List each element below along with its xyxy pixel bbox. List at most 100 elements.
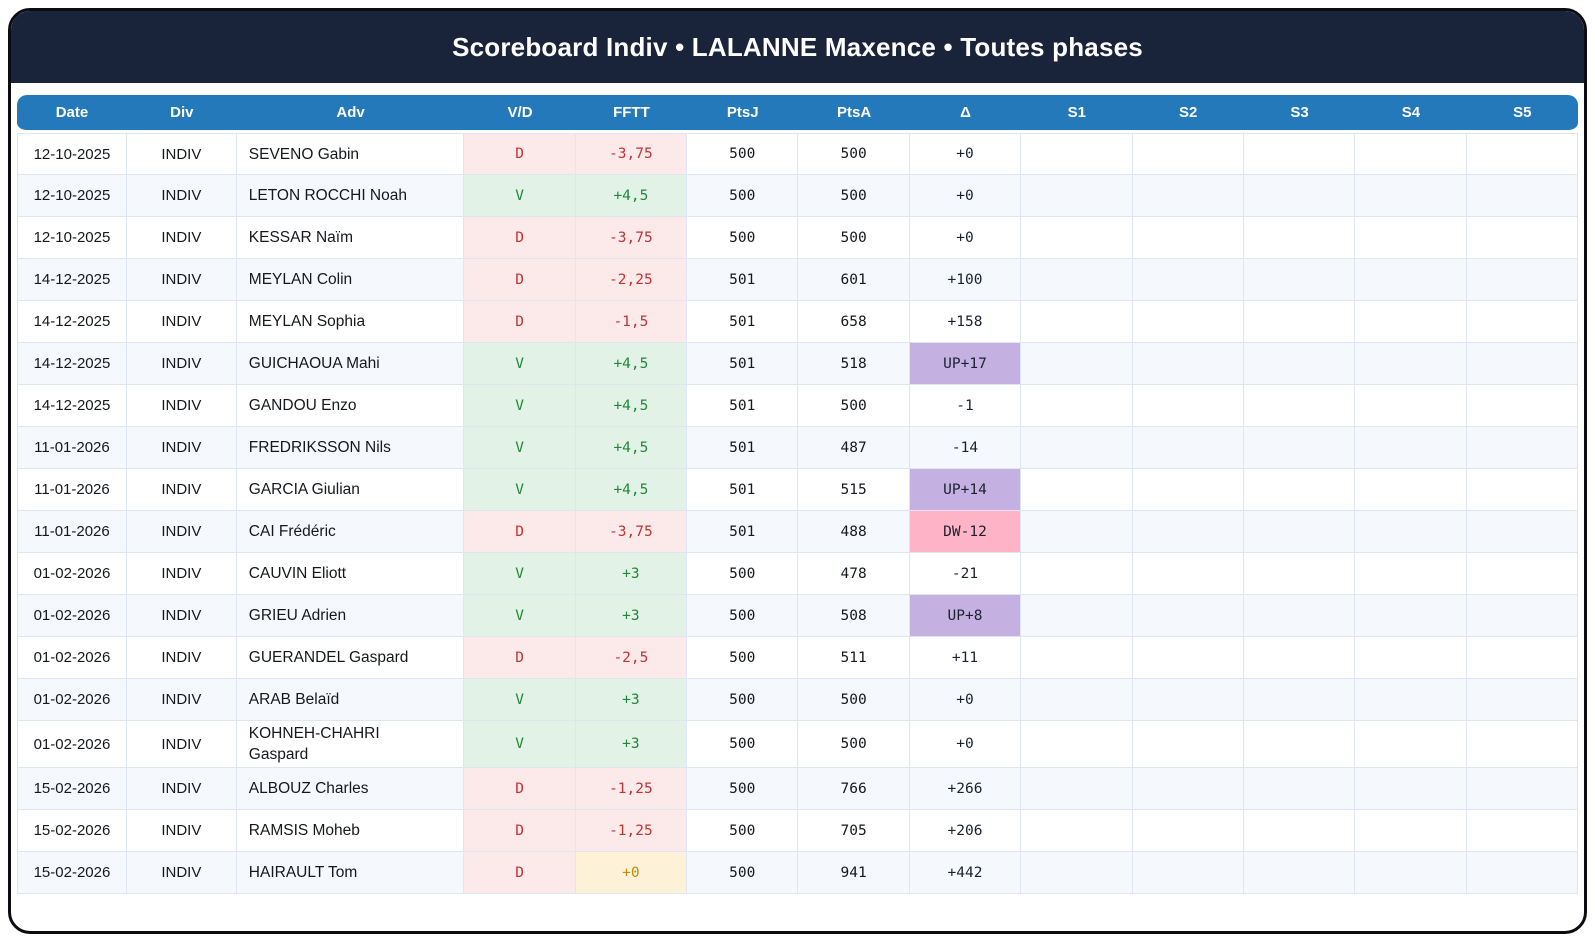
set4-cell [1355,511,1467,553]
set3-cell [1243,259,1356,301]
table-row: 15-02-2026 INDIV HAIRAULT Tom D +0 500 9… [17,852,1578,894]
vd-cell: V [464,469,576,511]
set5-cell [1466,259,1578,301]
ptsa-cell: 766 [798,768,910,810]
vd-cell: V [464,721,576,768]
set1-cell [1021,469,1133,511]
set1-cell [1021,133,1133,175]
delta-cell: UP+17 [909,343,1022,385]
adversary-cell: ALBOUZ Charles [236,768,465,810]
fftt-points-cell: +4,5 [575,175,688,217]
table-row: 01-02-2026 INDIV GRIEU Adrien V +3 500 5… [17,595,1578,637]
vd-cell: V [464,679,576,721]
fftt-points-cell: -2,25 [575,259,688,301]
adversary-cell: GRIEU Adrien [236,595,465,637]
fftt-points-cell: -1,25 [575,810,688,852]
adversary-cell: GANDOU Enzo [236,385,465,427]
ptsa-cell: 511 [798,637,910,679]
fftt-points-cell: -3,75 [575,511,688,553]
set3-cell [1243,343,1356,385]
ptsa-cell: 500 [798,721,910,768]
set1-cell [1021,301,1133,343]
set4-cell [1355,595,1467,637]
set4-cell [1355,637,1467,679]
vd-cell: D [464,810,576,852]
set5-cell [1466,721,1578,768]
ptsj-cell: 501 [687,385,799,427]
set3-cell [1243,511,1356,553]
date-cell: 15-02-2026 [17,852,127,894]
set1-cell [1021,343,1133,385]
table-row: 14-12-2025 INDIV MEYLAN Colin D -2,25 50… [17,259,1578,301]
vd-cell: V [464,385,576,427]
set2-cell [1132,768,1244,810]
set3-cell [1243,595,1356,637]
date-cell: 01-02-2026 [17,679,127,721]
ptsa-cell: 705 [798,810,910,852]
set1-cell [1021,810,1133,852]
set4-cell [1355,133,1467,175]
fftt-points-cell: +0 [575,852,688,894]
vd-cell: D [464,511,576,553]
division-cell: INDIV [126,768,237,810]
ptsa-cell: 478 [798,553,910,595]
set2-cell [1132,175,1244,217]
table-row: 01-02-2026 INDIV ARAB Belaïd V +3 500 50… [17,679,1578,721]
ptsj-cell: 500 [687,768,799,810]
set1-cell [1021,259,1133,301]
set5-cell [1466,217,1578,259]
score-table-body: 12-10-2025 INDIV SEVENO Gabin D -3,75 50… [17,133,1578,894]
ptsa-cell: 500 [798,385,910,427]
col-header-delta: Δ [909,95,1022,133]
date-cell: 14-12-2025 [17,301,127,343]
ptsj-cell: 500 [687,175,799,217]
date-cell: 11-01-2026 [17,511,127,553]
set1-cell [1021,427,1133,469]
set5-cell [1466,810,1578,852]
date-cell: 01-02-2026 [17,637,127,679]
set2-cell [1132,511,1244,553]
table-row: 12-10-2025 INDIV LETON ROCCHI Noah V +4,… [17,175,1578,217]
table-row: 12-10-2025 INDIV SEVENO Gabin D -3,75 50… [17,133,1578,175]
set5-cell [1466,343,1578,385]
date-cell: 11-01-2026 [17,427,127,469]
ptsj-cell: 500 [687,810,799,852]
date-cell: 14-12-2025 [17,259,127,301]
delta-cell: +266 [909,768,1022,810]
set2-cell [1132,553,1244,595]
delta-cell: +0 [909,175,1022,217]
col-header-s2: S2 [1132,95,1244,133]
vd-cell: D [464,301,576,343]
fftt-points-cell: +4,5 [575,469,688,511]
set4-cell [1355,217,1467,259]
date-cell: 01-02-2026 [17,721,127,768]
vd-cell: D [464,217,576,259]
division-cell: INDIV [126,301,237,343]
fftt-points-cell: +3 [575,553,688,595]
date-cell: 14-12-2025 [17,385,127,427]
set1-cell [1021,768,1133,810]
ptsa-cell: 508 [798,595,910,637]
set3-cell [1243,679,1356,721]
set5-cell [1466,637,1578,679]
set2-cell [1132,259,1244,301]
adversary-cell: HAIRAULT Tom [236,852,465,894]
ptsj-cell: 501 [687,301,799,343]
date-cell: 01-02-2026 [17,595,127,637]
ptsj-cell: 501 [687,343,799,385]
table-row: 01-02-2026 INDIV GUERANDEL Gaspard D -2,… [17,637,1578,679]
delta-cell: +0 [909,217,1022,259]
set4-cell [1355,343,1467,385]
table-row: 11-01-2026 INDIV CAI Frédéric D -3,75 50… [17,511,1578,553]
division-cell: INDIV [126,175,237,217]
delta-cell: UP+8 [909,595,1022,637]
set2-cell [1132,469,1244,511]
set4-cell [1355,768,1467,810]
set1-cell [1021,721,1133,768]
set4-cell [1355,679,1467,721]
adversary-cell: GARCIA Giulian [236,469,465,511]
ptsa-cell: 518 [798,343,910,385]
set4-cell [1355,385,1467,427]
ptsa-cell: 500 [798,175,910,217]
set2-cell [1132,852,1244,894]
